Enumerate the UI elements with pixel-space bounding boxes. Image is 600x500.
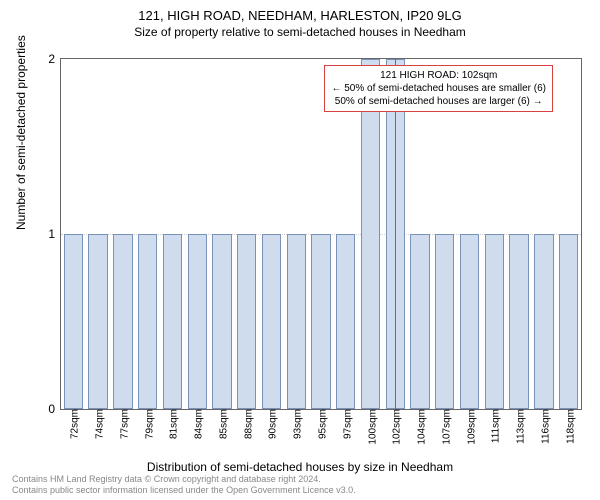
x-tick-label: 79sqm [140,409,155,439]
bar [410,234,429,409]
x-tick-label: 95sqm [314,409,329,439]
footer-line-2: Contains public sector information licen… [12,485,356,496]
bar [188,234,207,409]
x-tick-label: 77sqm [115,409,130,439]
annotation-box: 121 HIGH ROAD: 102sqm← 50% of semi-detac… [324,65,553,112]
annotation-line: 50% of semi-detached houses are larger (… [331,95,546,108]
x-tick-label: 88sqm [239,409,254,439]
x-tick-label: 97sqm [338,409,353,439]
x-tick-label: 81sqm [165,409,180,439]
x-tick-label: 90sqm [264,409,279,439]
bar [435,234,454,409]
plot-area: 01272sqm74sqm77sqm79sqm81sqm84sqm85sqm88… [60,58,582,410]
bar [138,234,157,409]
bar [88,234,107,409]
x-tick-label: 109sqm [462,409,477,445]
x-tick-label: 116sqm [536,409,551,444]
bar [262,234,281,409]
bar [559,234,578,409]
footer-attribution: Contains HM Land Registry data © Crown c… [12,474,356,496]
x-tick-label: 85sqm [214,409,229,439]
chart-title: 121, HIGH ROAD, NEEDHAM, HARLESTON, IP20… [0,0,600,23]
bar [311,234,330,409]
bar [460,234,479,409]
y-tick-label: 2 [48,52,61,66]
x-tick-label: 104sqm [413,409,428,445]
y-axis-title: Number of semi-detached properties [14,35,28,230]
x-tick-label: 102sqm [388,409,403,445]
bar [163,234,182,409]
x-tick-label: 107sqm [437,409,452,445]
annotation-line: ← 50% of semi-detached houses are smalle… [331,82,546,95]
bar [509,234,528,409]
footer-line-1: Contains HM Land Registry data © Crown c… [12,474,356,485]
y-tick-label: 0 [48,402,61,416]
x-tick-label: 74sqm [91,409,106,439]
bar [287,234,306,409]
x-tick-label: 113sqm [512,409,527,444]
x-tick-label: 84sqm [190,409,205,439]
bar [485,234,504,409]
bar [534,234,553,409]
bar [212,234,231,409]
x-tick-label: 93sqm [289,409,304,439]
annotation-line: 121 HIGH ROAD: 102sqm [331,69,546,82]
y-tick-label: 1 [48,227,61,241]
chart-subtitle: Size of property relative to semi-detach… [0,23,600,39]
bar [113,234,132,409]
x-tick-label: 72sqm [66,409,81,439]
x-tick-label: 118sqm [561,409,576,444]
x-tick-label: 111sqm [487,409,502,443]
bar [336,234,355,409]
x-tick-label: 100sqm [363,409,378,445]
bar [64,234,83,409]
bar [237,234,256,409]
x-axis-title: Distribution of semi-detached houses by … [0,460,600,474]
chart-container: 121, HIGH ROAD, NEEDHAM, HARLESTON, IP20… [0,0,600,500]
